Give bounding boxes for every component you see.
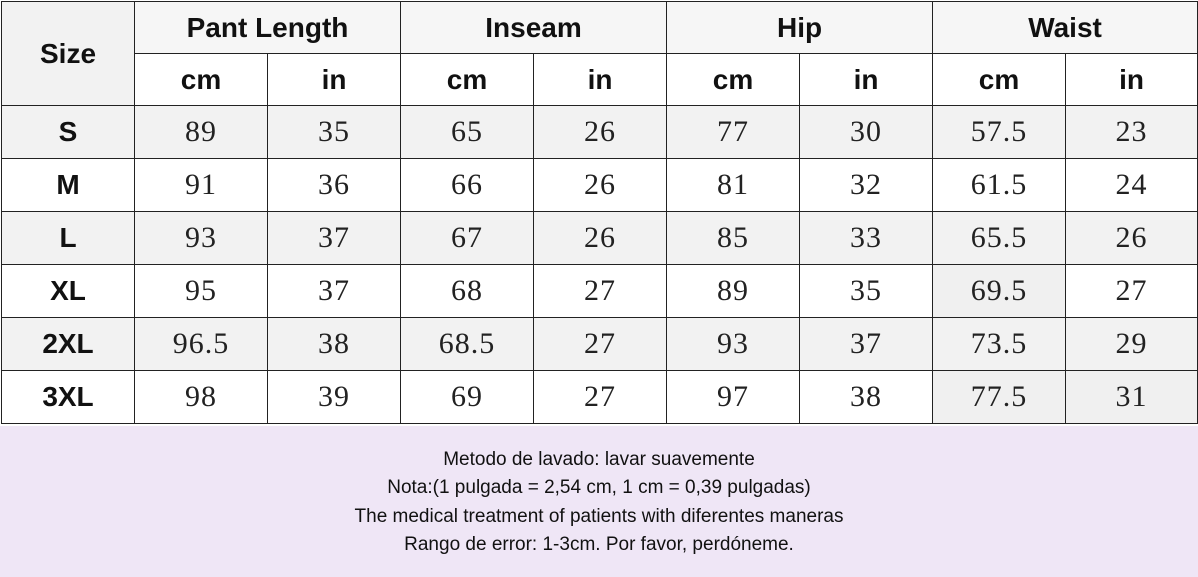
unit-header: cm <box>134 53 268 106</box>
value-cell: 93 <box>134 211 268 265</box>
value-cell: 77.5 <box>932 370 1067 424</box>
size-cell: XL <box>1 264 135 318</box>
value-cell: 26 <box>533 105 668 159</box>
unit-header: cm <box>400 53 535 106</box>
value-cell: 37 <box>266 211 402 265</box>
value-cell: 30 <box>799 105 934 159</box>
value-cell: 32 <box>799 158 934 212</box>
value-cell: 68.5 <box>400 317 535 371</box>
value-cell: 35 <box>266 105 402 159</box>
value-cell: 26 <box>1065 211 1198 265</box>
value-cell: 96.5 <box>134 317 268 371</box>
value-cell: 89 <box>134 105 268 159</box>
value-cell: 95 <box>134 264 268 318</box>
size-cell: L <box>1 211 135 265</box>
inseam-header: Inseam <box>400 1 668 54</box>
size-cell: 3XL <box>1 370 135 424</box>
value-cell: 37 <box>799 317 934 371</box>
unit-header: cm <box>932 53 1067 106</box>
unit-conversion-note: Nota:(1 pulgada = 2,54 cm, 1 cm = 0,39 p… <box>387 477 811 498</box>
value-cell: 38 <box>266 317 402 371</box>
value-cell: 57.5 <box>932 105 1067 159</box>
value-cell: 31 <box>1065 370 1198 424</box>
waist-header: Waist <box>932 1 1198 54</box>
value-cell: 77 <box>666 105 801 159</box>
value-cell: 38 <box>799 370 934 424</box>
value-cell: 39 <box>266 370 402 424</box>
unit-header: in <box>533 53 668 106</box>
table-row: 3XL 98 39 69 27 97 38 77.5 31 <box>1 370 1198 424</box>
unit-header: cm <box>666 53 801 106</box>
value-cell: 68 <box>400 264 535 318</box>
size-chart-table: Size Pant Length Inseam Hip Waist cm in … <box>1 1 1198 424</box>
value-cell: 73.5 <box>932 317 1067 371</box>
value-cell: 26 <box>533 158 668 212</box>
value-cell: 27 <box>533 370 668 424</box>
table-row: M 91 36 66 26 81 32 61.5 24 <box>1 158 1198 212</box>
value-cell: 61.5 <box>932 158 1067 212</box>
table-row: XL 95 37 68 27 89 35 69.5 27 <box>1 264 1198 318</box>
value-cell: 69.5 <box>932 264 1067 318</box>
unit-header: in <box>266 53 402 106</box>
value-cell: 67 <box>400 211 535 265</box>
value-cell: 23 <box>1065 105 1198 159</box>
washing-method-note: Metodo de lavado: lavar suavemente <box>443 448 755 470</box>
value-cell: 65 <box>400 105 535 159</box>
value-cell: 33 <box>799 211 934 265</box>
value-cell: 66 <box>400 158 535 212</box>
value-cell: 35 <box>799 264 934 318</box>
value-cell: 93 <box>666 317 801 371</box>
value-cell: 98 <box>134 370 268 424</box>
value-cell: 26 <box>533 211 668 265</box>
notes-panel: Metodo de lavado: lavar suavemente Nota:… <box>0 426 1198 577</box>
value-cell: 36 <box>266 158 402 212</box>
value-cell: 27 <box>1065 264 1198 318</box>
value-cell: 85 <box>666 211 801 265</box>
value-cell: 91 <box>134 158 268 212</box>
value-cell: 65.5 <box>932 211 1067 265</box>
value-cell: 69 <box>400 370 535 424</box>
hip-header: Hip <box>666 1 934 54</box>
header-row-units: cm in cm in cm in cm in <box>2 53 1198 106</box>
error-range-note: Rango de error: 1-3cm. Por favor, perdón… <box>404 534 794 555</box>
value-cell: 24 <box>1065 158 1198 212</box>
value-cell: 97 <box>666 370 801 424</box>
measurement-method-note: The medical treatment of patients with d… <box>354 505 844 527</box>
header-row-groups: Size Pant Length Inseam Hip Waist <box>1 1 1198 106</box>
value-cell: 37 <box>266 264 402 318</box>
size-cell: M <box>1 158 135 212</box>
value-cell: 81 <box>666 158 801 212</box>
value-cell: 27 <box>533 264 668 318</box>
size-column-header: Size <box>1 1 135 106</box>
unit-header: in <box>799 53 934 106</box>
table-row: 2XL 96.5 38 68.5 27 93 37 73.5 29 <box>1 317 1198 371</box>
value-cell: 27 <box>533 317 668 371</box>
table-row: L 93 37 67 26 85 33 65.5 26 <box>1 211 1198 265</box>
pant-length-header: Pant Length <box>133 1 402 54</box>
value-cell: 29 <box>1065 317 1198 371</box>
size-cell: S <box>1 105 135 159</box>
table-row: S 89 35 65 26 77 30 57.5 23 <box>1 105 1198 159</box>
unit-header: in <box>1065 53 1198 106</box>
size-cell: 2XL <box>1 317 135 371</box>
value-cell: 89 <box>666 264 801 318</box>
